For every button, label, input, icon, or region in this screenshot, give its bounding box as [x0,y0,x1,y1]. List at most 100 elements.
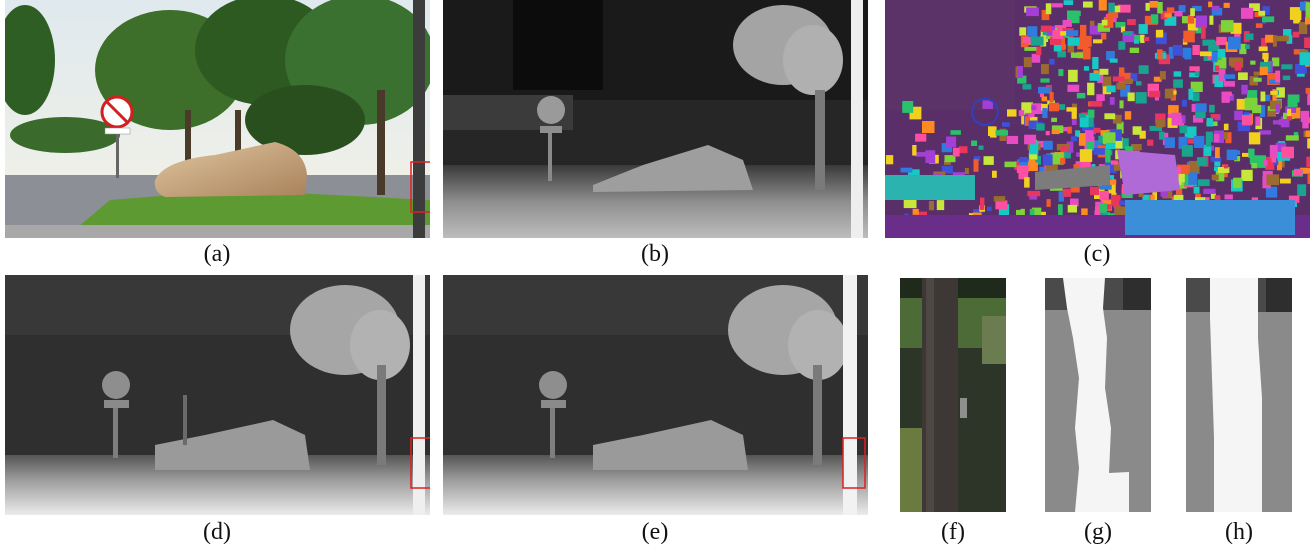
superpixel [1082,123,1095,132]
superpixel [1066,141,1074,153]
superpixel [1246,90,1258,101]
superpixel [1112,137,1123,149]
superpixel [1300,110,1310,122]
superpixel [1293,49,1305,55]
superpixel [1187,15,1195,24]
superpixel [988,126,996,136]
superpixel [1096,94,1105,101]
superpixel [1255,23,1263,28]
superpixel [1213,133,1220,143]
superpixel [1287,99,1298,107]
superpixel [1104,204,1112,210]
superpixel [1067,40,1075,53]
superpixel [1043,140,1053,150]
superpixel [1130,73,1138,82]
superpixel [1276,87,1285,98]
superpixel [1149,125,1162,131]
caption-d: (d) [203,519,231,545]
panel-d-depth-refined [5,275,430,515]
superpixel [922,121,935,133]
superpixel [1184,126,1197,139]
superpixel [1260,91,1266,102]
superpixel [1210,193,1216,199]
superpixel [1190,8,1195,16]
superpixel [1087,82,1095,96]
superpixel [1119,100,1124,109]
superpixel [1066,30,1079,37]
superpixel [1305,2,1310,15]
superpixel [1067,204,1077,213]
superpixel [1110,129,1122,141]
superpixel [1265,186,1278,198]
superpixel [1124,78,1134,84]
superpixel [973,209,983,215]
superpixel [1155,32,1167,45]
superpixel [1002,122,1010,127]
superpixel [1109,58,1118,63]
superpixel [1019,27,1027,36]
superpixel [1195,25,1202,34]
superpixel [1234,62,1242,71]
superpixel [1205,131,1213,143]
superpixel [1214,75,1224,88]
superpixel [1282,75,1291,81]
superpixel [1108,175,1115,182]
superpixel [1099,68,1109,75]
superpixel [1206,118,1214,127]
superpixel [1210,114,1219,119]
superpixel [1262,52,1269,60]
superpixel [1220,20,1234,32]
superpixel [1050,152,1063,165]
superpixel [1307,174,1310,184]
superpixel [1138,65,1149,74]
superpixel [1114,206,1128,219]
superpixel [925,150,936,163]
superpixel [1203,188,1216,194]
superpixel [964,168,969,174]
superpixel [1223,123,1229,131]
superpixel [1018,110,1025,117]
superpixel [1062,188,1072,197]
superpixel [1041,103,1048,111]
superpixel [1217,167,1230,173]
superpixel [1134,34,1143,41]
superpixel [1067,84,1080,92]
panel-h-crop-depth [1186,278,1292,512]
superpixel [980,197,985,210]
superpixel [1110,160,1119,165]
superpixel [1159,71,1166,80]
superpixel [1262,6,1270,15]
superpixel [1049,92,1054,103]
superpixel [1300,167,1310,174]
superpixel [1118,41,1126,50]
panel-g-crop-depth [1045,278,1151,512]
superpixel [1258,10,1266,16]
superpixel [1007,109,1017,117]
superpixel [1168,105,1179,114]
superpixel [1115,22,1126,28]
caption-b: (b) [641,241,669,267]
superpixel [1236,98,1247,110]
superpixel [1187,18,1198,31]
superpixel [885,155,894,165]
panel-e-depth-final [443,275,868,515]
superpixel [1118,72,1132,85]
superpixel [1241,169,1253,181]
superpixel [1027,190,1041,197]
superpixel [1063,0,1074,6]
superpixel [1188,160,1200,173]
superpixel [1237,121,1251,132]
superpixel [1174,11,1183,17]
superpixel [944,160,951,165]
superpixel [1211,174,1219,181]
superpixel [1182,16,1193,24]
superpixel [1104,161,1117,174]
superpixel [1083,1,1093,8]
superpixel [1045,131,1050,136]
superpixel [998,204,1010,216]
superpixel [1176,181,1187,189]
superpixel [1275,104,1281,113]
superpixel [1060,146,1068,152]
superpixel [1050,36,1062,45]
superpixel [1227,36,1241,50]
